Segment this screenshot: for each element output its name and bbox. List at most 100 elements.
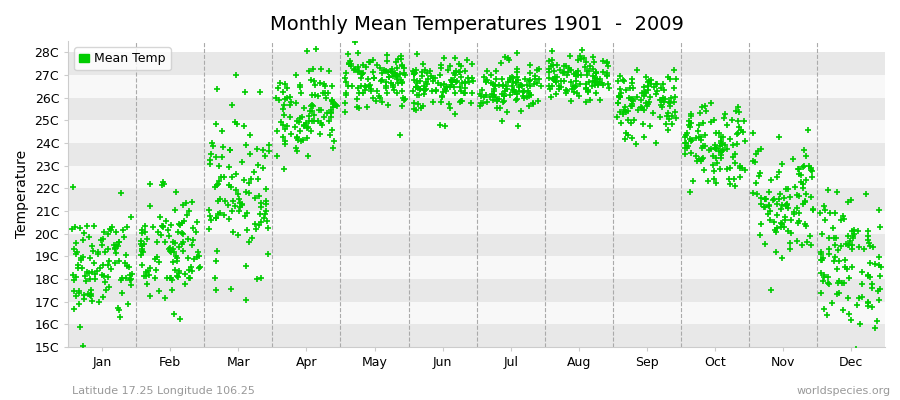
Point bbox=[544, 62, 558, 69]
Point bbox=[76, 230, 91, 236]
Point bbox=[738, 167, 752, 173]
Point bbox=[133, 252, 148, 258]
Point bbox=[224, 285, 238, 292]
Point bbox=[684, 113, 698, 120]
Point bbox=[456, 90, 471, 96]
Bar bbox=[68, 211, 885, 234]
Point bbox=[392, 132, 407, 138]
Point bbox=[566, 71, 580, 77]
Point bbox=[474, 87, 489, 93]
Point bbox=[497, 98, 511, 104]
Point bbox=[635, 90, 650, 96]
Point bbox=[464, 61, 479, 68]
Point bbox=[829, 234, 843, 241]
Point bbox=[320, 90, 335, 96]
Point bbox=[183, 274, 197, 281]
Point bbox=[73, 324, 87, 330]
Point bbox=[559, 89, 573, 96]
Point bbox=[726, 176, 741, 182]
Point bbox=[446, 79, 460, 86]
Point bbox=[101, 274, 115, 280]
Point bbox=[814, 251, 828, 258]
Point bbox=[696, 143, 710, 149]
Point bbox=[617, 104, 632, 110]
Point bbox=[153, 214, 167, 220]
Point bbox=[114, 290, 129, 296]
Point bbox=[583, 63, 598, 69]
Point bbox=[431, 80, 446, 86]
Point bbox=[791, 220, 806, 226]
Point bbox=[770, 224, 785, 231]
Point bbox=[868, 325, 883, 331]
Point bbox=[307, 118, 321, 124]
Point bbox=[841, 198, 855, 205]
Point bbox=[542, 74, 556, 81]
Point bbox=[379, 85, 393, 91]
Point bbox=[796, 181, 810, 188]
Point bbox=[638, 74, 652, 81]
Point bbox=[718, 142, 733, 148]
Point bbox=[421, 76, 436, 82]
Point bbox=[271, 85, 285, 91]
Point bbox=[531, 65, 545, 72]
Point bbox=[434, 62, 448, 68]
Point bbox=[378, 83, 392, 89]
Point bbox=[706, 116, 721, 123]
Point bbox=[842, 242, 856, 248]
Point bbox=[413, 104, 428, 111]
Point bbox=[352, 68, 366, 74]
Point bbox=[846, 233, 860, 240]
Point bbox=[751, 148, 765, 154]
Point bbox=[869, 318, 884, 324]
Point bbox=[859, 190, 873, 197]
Point bbox=[796, 201, 811, 207]
Point bbox=[479, 92, 493, 98]
Point bbox=[697, 167, 711, 173]
Point bbox=[134, 241, 148, 247]
Point bbox=[82, 292, 96, 299]
Point bbox=[579, 99, 593, 105]
Point bbox=[510, 50, 525, 56]
Point bbox=[506, 79, 520, 86]
Point bbox=[506, 86, 520, 93]
Point bbox=[804, 242, 818, 248]
Point bbox=[590, 90, 604, 96]
Point bbox=[172, 270, 186, 276]
Point bbox=[667, 85, 681, 91]
Point bbox=[232, 208, 247, 215]
Point bbox=[500, 86, 515, 92]
Point bbox=[475, 99, 490, 106]
Point bbox=[599, 59, 614, 65]
Point bbox=[680, 130, 695, 136]
Point bbox=[212, 178, 226, 185]
Point bbox=[181, 236, 195, 242]
Point bbox=[307, 112, 321, 118]
Point bbox=[382, 101, 396, 108]
Point bbox=[96, 262, 111, 269]
Point bbox=[302, 118, 316, 125]
Point bbox=[444, 82, 458, 88]
Point bbox=[634, 97, 649, 103]
Point bbox=[567, 89, 581, 95]
Point bbox=[253, 88, 267, 95]
Point bbox=[720, 165, 734, 172]
Point bbox=[868, 260, 882, 267]
Point bbox=[419, 70, 434, 76]
Point bbox=[496, 82, 510, 88]
Point bbox=[636, 90, 651, 96]
Point bbox=[254, 204, 268, 210]
Point bbox=[545, 83, 560, 89]
Point bbox=[270, 153, 284, 160]
Point bbox=[520, 88, 535, 95]
Point bbox=[625, 95, 639, 102]
Point bbox=[168, 207, 183, 214]
Point bbox=[590, 76, 605, 82]
Point bbox=[709, 144, 724, 151]
Point bbox=[712, 148, 726, 155]
Text: worldspecies.org: worldspecies.org bbox=[796, 386, 891, 396]
Point bbox=[862, 260, 877, 266]
Point bbox=[390, 73, 404, 79]
Point bbox=[780, 201, 795, 207]
Point bbox=[166, 246, 180, 253]
Point bbox=[307, 78, 321, 84]
